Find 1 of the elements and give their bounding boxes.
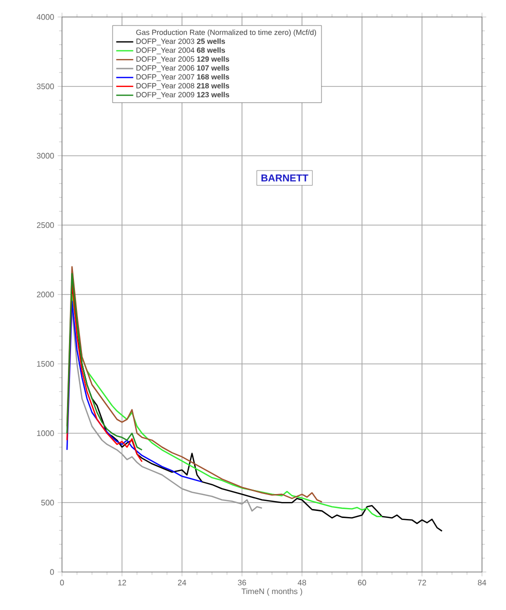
annotation: BARNETT bbox=[261, 174, 308, 182]
